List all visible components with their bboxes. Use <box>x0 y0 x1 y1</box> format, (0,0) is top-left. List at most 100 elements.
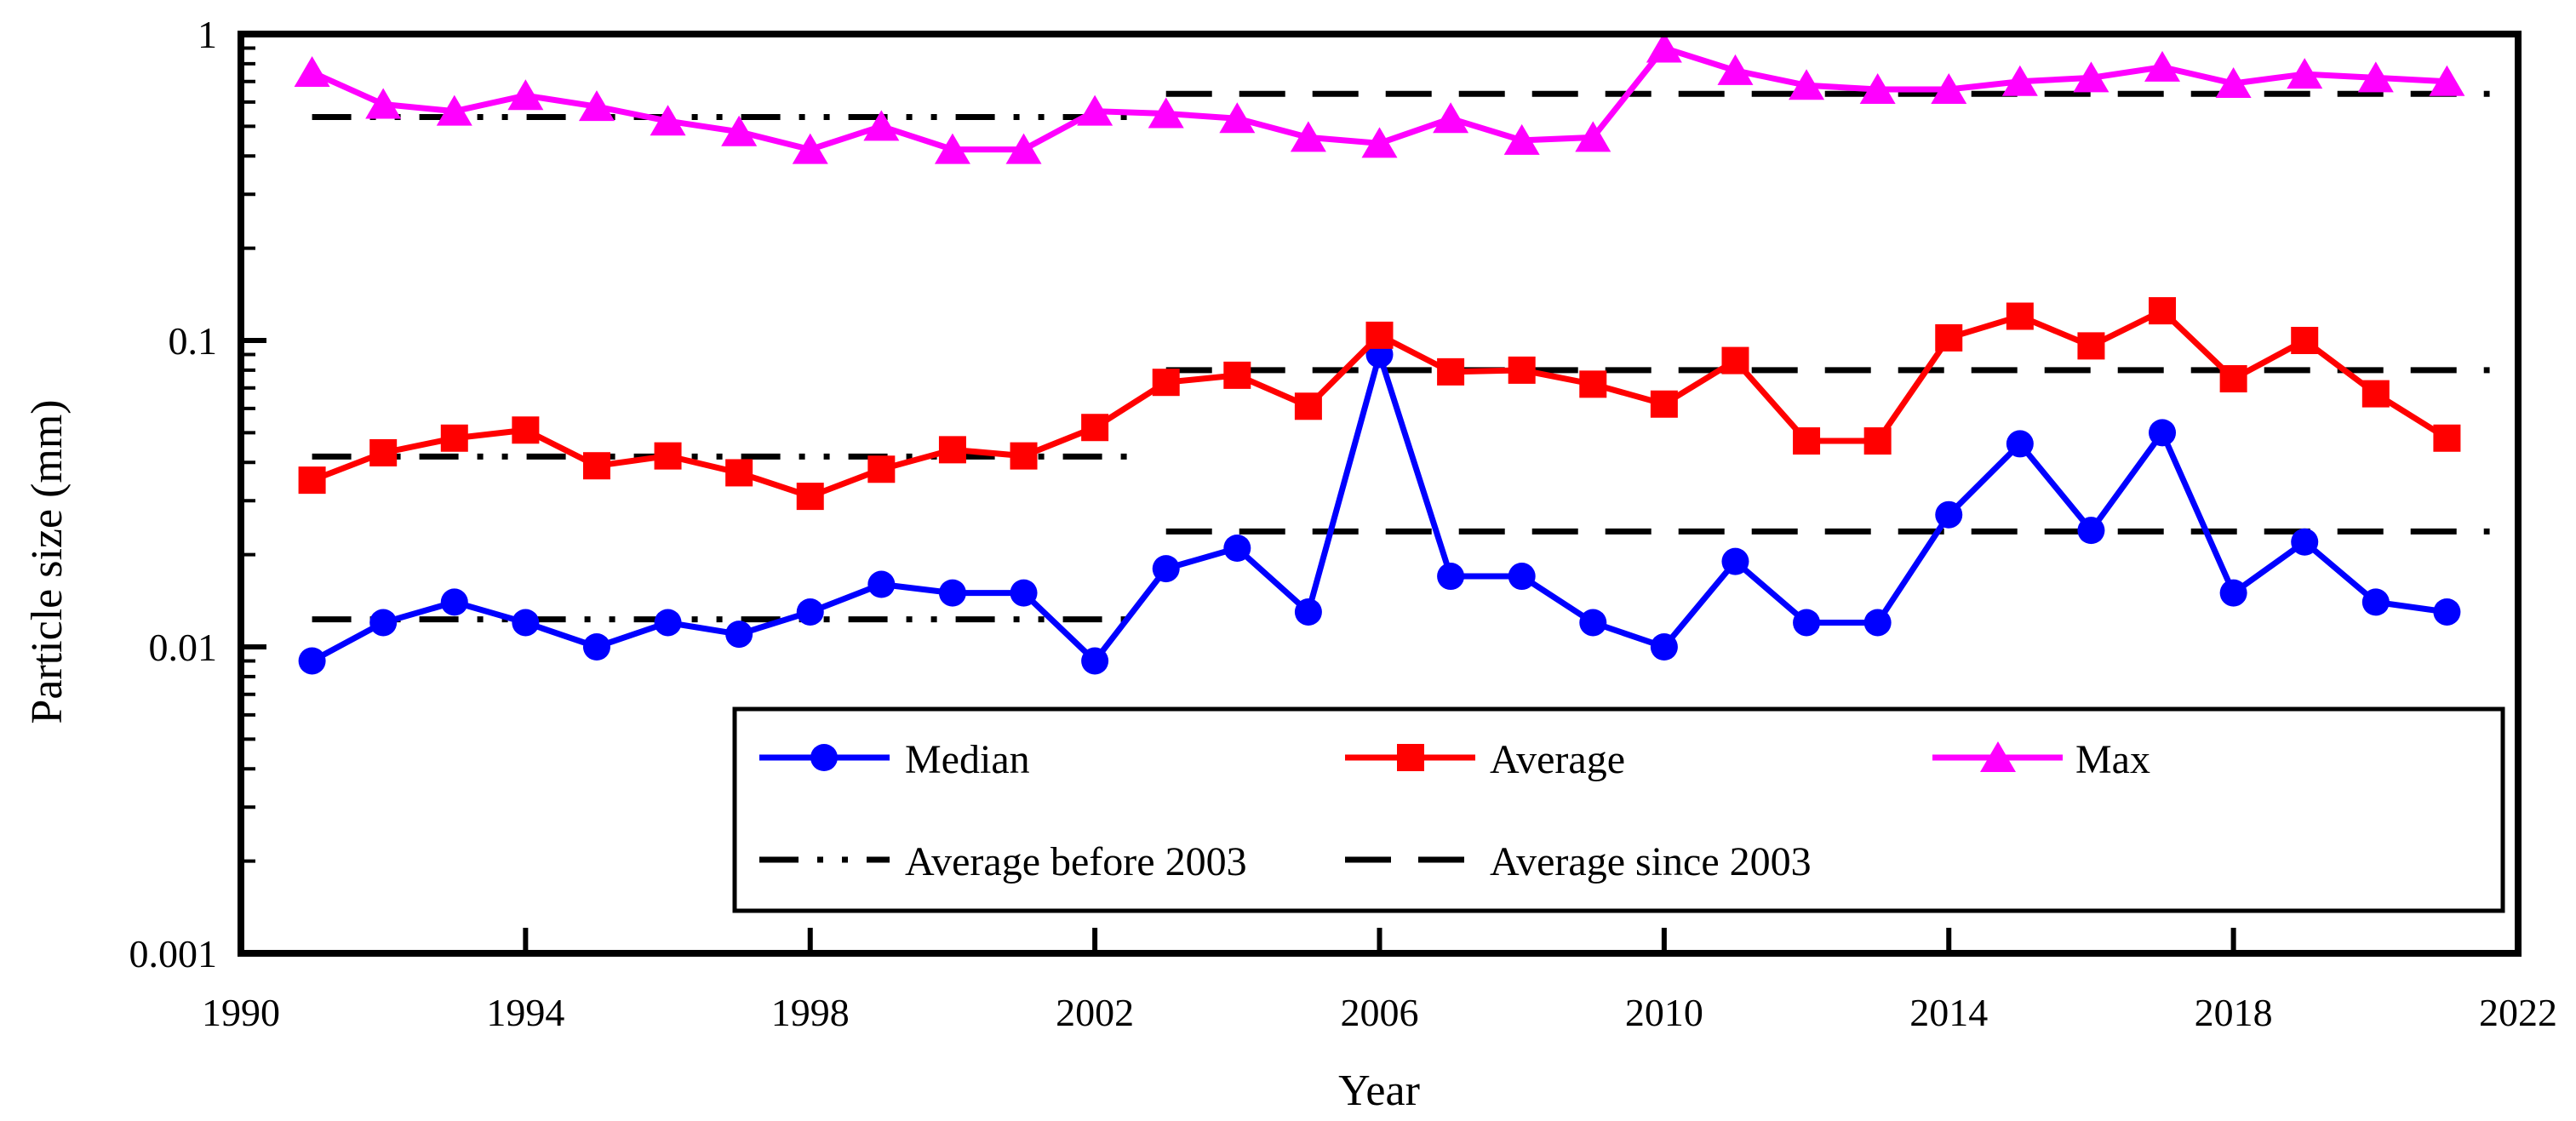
data-point-median-1991 <box>298 647 326 675</box>
legend-label-max: Max <box>2075 737 2150 782</box>
data-point-median-1994 <box>512 609 540 637</box>
data-point-average-2004 <box>1223 361 1251 389</box>
legend-marker-median <box>810 744 838 771</box>
x-tick-label: 2022 <box>2479 991 2557 1034</box>
legend-marker-average <box>1397 744 1424 771</box>
data-point-max-2003 <box>1148 97 1184 129</box>
y-tick-label: 0.01 <box>149 626 218 669</box>
data-point-max-1994 <box>507 79 544 111</box>
data-point-median-2020 <box>2361 588 2390 616</box>
axes-group <box>238 31 2522 957</box>
data-point-max-2020 <box>2357 61 2394 93</box>
data-point-average-2011 <box>1721 346 1749 375</box>
data-point-average-1994 <box>512 416 540 444</box>
data-point-median-2011 <box>1721 547 1749 575</box>
data-point-max-2001 <box>1005 133 1042 164</box>
series-median <box>298 340 2461 675</box>
data-point-average-1992 <box>369 438 398 466</box>
data-point-median-2013 <box>1863 609 1892 637</box>
data-point-average-2018 <box>2219 364 2247 392</box>
data-point-median-2007 <box>1437 563 1465 591</box>
data-point-average-2009 <box>1579 370 1607 398</box>
data-point-max-2019 <box>2287 58 2323 89</box>
data-point-max-1995 <box>578 90 615 122</box>
data-point-average-2017 <box>2149 297 2177 325</box>
data-point-median-1996 <box>654 609 682 637</box>
data-point-median-1993 <box>440 588 468 616</box>
data-point-average-1997 <box>725 459 753 487</box>
data-point-median-1997 <box>725 621 753 649</box>
data-point-average-2015 <box>2006 302 2034 330</box>
x-tick-label: 2010 <box>1625 991 1703 1034</box>
data-point-max-1999 <box>863 110 900 141</box>
data-series-group <box>294 31 2465 675</box>
x-tick-label: 1994 <box>486 991 564 1034</box>
data-point-max-2016 <box>2073 61 2109 93</box>
y-axis-title: Particle size (mm) <box>23 399 72 724</box>
data-point-max-1991 <box>294 55 330 87</box>
data-point-max-2002 <box>1077 94 1113 126</box>
data-point-max-2011 <box>1717 54 1754 85</box>
data-point-max-2007 <box>1433 102 1469 134</box>
data-point-max-2009 <box>1575 121 1611 152</box>
data-point-max-1993 <box>436 94 472 126</box>
legend-label-median: Median <box>905 737 1030 782</box>
legend-group <box>732 706 2505 913</box>
data-point-max-2012 <box>1789 69 1825 100</box>
data-point-average-2010 <box>1650 390 1678 418</box>
data-point-max-1998 <box>792 133 828 164</box>
data-point-median-2004 <box>1223 535 1251 563</box>
series-max <box>294 31 2465 164</box>
data-point-median-2001 <box>1010 579 1038 607</box>
data-point-max-2021 <box>2429 65 2465 96</box>
data-point-average-1991 <box>298 466 326 495</box>
data-point-average-1996 <box>654 442 682 470</box>
data-point-average-2006 <box>1365 321 1394 349</box>
data-point-average-2012 <box>1793 427 1821 455</box>
data-point-median-2018 <box>2219 579 2247 607</box>
data-point-max-1997 <box>721 115 758 146</box>
data-point-median-1998 <box>796 598 824 626</box>
tick-labels-group: 1 0.1 0.01 0.001 1990 1994 1998 2002 2006 2010 201… <box>129 13 2558 1034</box>
data-point-median-1992 <box>369 609 398 637</box>
data-point-average-1998 <box>796 483 824 511</box>
data-point-median-2002 <box>1081 647 1109 675</box>
data-point-median-2014 <box>1935 500 1963 529</box>
data-point-average-2005 <box>1294 392 1322 420</box>
legend-label-average: Average <box>1490 737 1625 782</box>
data-point-average-2014 <box>1935 323 1963 352</box>
x-tick-label: 1990 <box>202 991 280 1034</box>
x-tick-label: 1998 <box>771 991 850 1034</box>
data-point-median-1995 <box>582 633 610 661</box>
series-average <box>298 297 2461 511</box>
y-tick-label: 0.001 <box>129 932 218 975</box>
data-point-average-1995 <box>582 452 610 480</box>
data-point-average-2008 <box>1508 356 1536 384</box>
data-point-average-2000 <box>938 436 966 464</box>
data-point-max-2015 <box>2001 65 2038 96</box>
x-tick-label: 2002 <box>1056 991 1134 1034</box>
x-tick-label: 2018 <box>2195 991 2273 1034</box>
data-point-average-1999 <box>867 455 896 483</box>
data-point-max-1996 <box>650 105 686 136</box>
series-line-median <box>310 344 2447 666</box>
data-point-median-2010 <box>1650 633 1678 661</box>
y-tick-label: 0.1 <box>169 319 218 363</box>
legend-box <box>732 706 2505 913</box>
data-point-max-2018 <box>2215 67 2252 99</box>
x-axis-title: Year <box>1338 1067 1420 1115</box>
data-point-average-2002 <box>1081 414 1109 442</box>
data-point-max-2008 <box>1503 123 1540 155</box>
data-point-median-2009 <box>1579 609 1607 637</box>
data-point-max-2017 <box>2144 50 2181 82</box>
data-point-max-1992 <box>365 88 402 119</box>
data-point-median-2021 <box>2433 598 2461 626</box>
x-tick-label: 2014 <box>1909 991 1988 1034</box>
legend-label-average-before-2003: Average before 2003 <box>905 839 1247 884</box>
data-point-average-2003 <box>1152 369 1180 397</box>
data-point-max-2000 <box>934 133 970 164</box>
data-point-median-2003 <box>1152 555 1180 583</box>
x-tick-label: 2006 <box>1341 991 1419 1034</box>
data-point-median-2012 <box>1793 609 1821 637</box>
